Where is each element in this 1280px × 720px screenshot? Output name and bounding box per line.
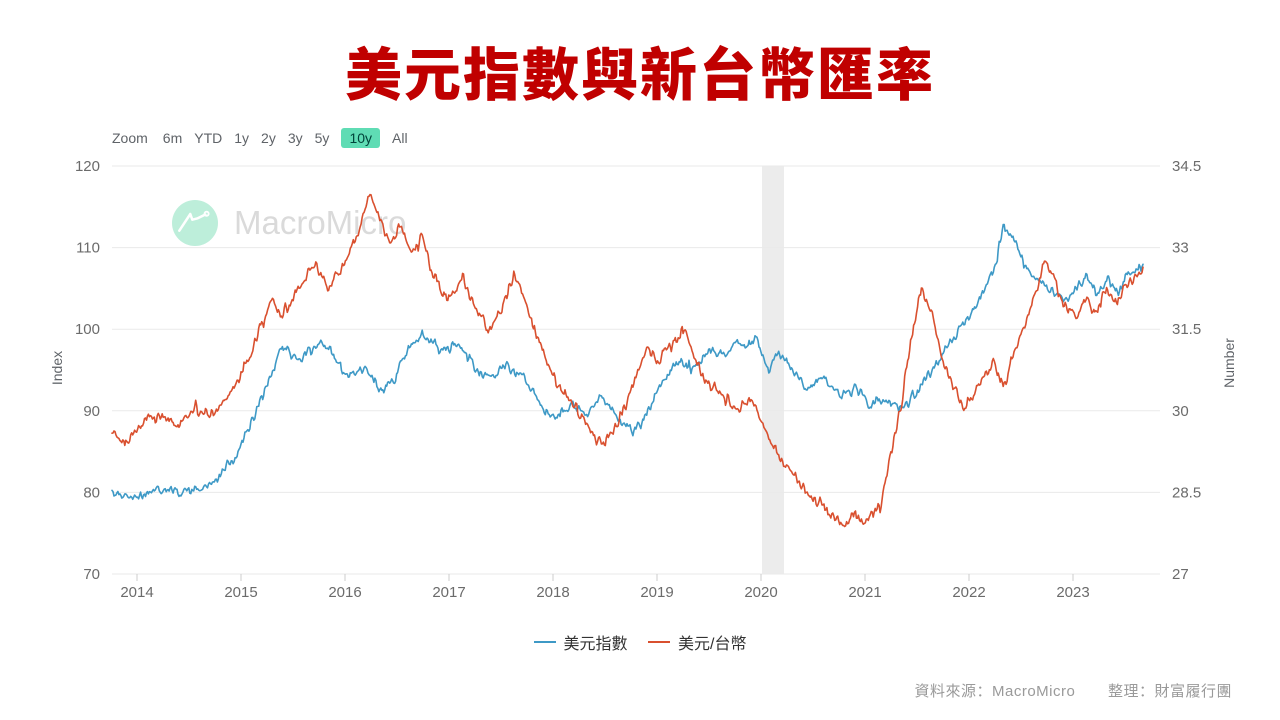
svg-text:33: 33 <box>1172 240 1189 257</box>
svg-text:120: 120 <box>75 158 100 175</box>
svg-text:28.5: 28.5 <box>1172 484 1201 501</box>
svg-text:31.5: 31.5 <box>1172 321 1201 338</box>
svg-text:100: 100 <box>75 321 100 338</box>
svg-text:27: 27 <box>1172 566 1189 583</box>
svg-text:2023: 2023 <box>1056 584 1089 601</box>
svg-text:34.5: 34.5 <box>1172 158 1201 175</box>
svg-text:2021: 2021 <box>848 584 881 601</box>
svg-text:2015: 2015 <box>224 584 257 601</box>
svg-text:30: 30 <box>1172 403 1189 420</box>
svg-text:2020: 2020 <box>744 584 777 601</box>
svg-text:2014: 2014 <box>120 584 153 601</box>
svg-text:80: 80 <box>83 484 100 501</box>
svg-text:2022: 2022 <box>952 584 985 601</box>
svg-text:70: 70 <box>83 566 100 583</box>
svg-text:2019: 2019 <box>640 584 673 601</box>
svg-text:2016: 2016 <box>328 584 361 601</box>
svg-text:90: 90 <box>83 403 100 420</box>
svg-text:2018: 2018 <box>536 584 569 601</box>
svg-text:110: 110 <box>76 240 100 257</box>
svg-text:2017: 2017 <box>432 584 465 601</box>
